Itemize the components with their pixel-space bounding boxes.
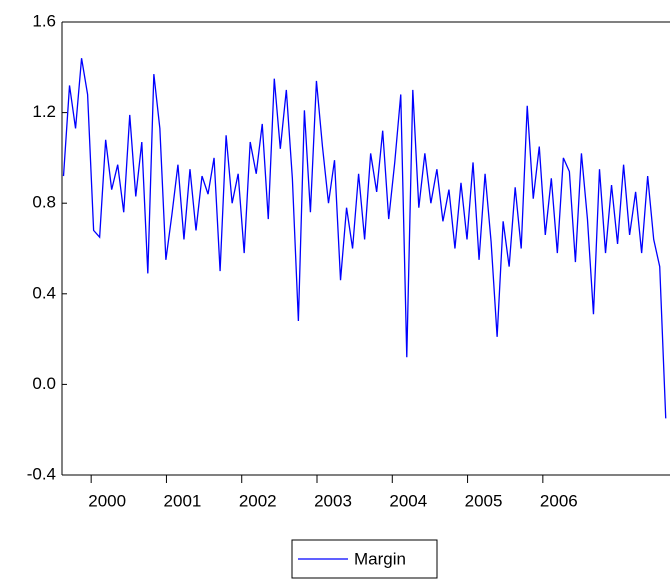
y-tick-label: -0.4: [27, 464, 56, 483]
x-tick-label: 2003: [314, 491, 352, 510]
x-tick-label: 2002: [239, 491, 277, 510]
x-tick-label: 2006: [540, 491, 578, 510]
x-tick-label: 2000: [88, 491, 126, 510]
x-tick-label: 2004: [389, 491, 427, 510]
x-tick-label: 2005: [465, 491, 503, 510]
legend-label: Margin: [354, 549, 406, 568]
x-tick-label: 2001: [164, 491, 202, 510]
y-tick-label: 0.0: [32, 374, 56, 393]
y-tick-label: 1.2: [32, 102, 56, 121]
data-line: [62, 58, 667, 419]
y-tick-label: 1.6: [32, 11, 56, 30]
y-tick-label: 0.8: [32, 193, 56, 212]
y-tick-label: 0.4: [32, 283, 56, 302]
